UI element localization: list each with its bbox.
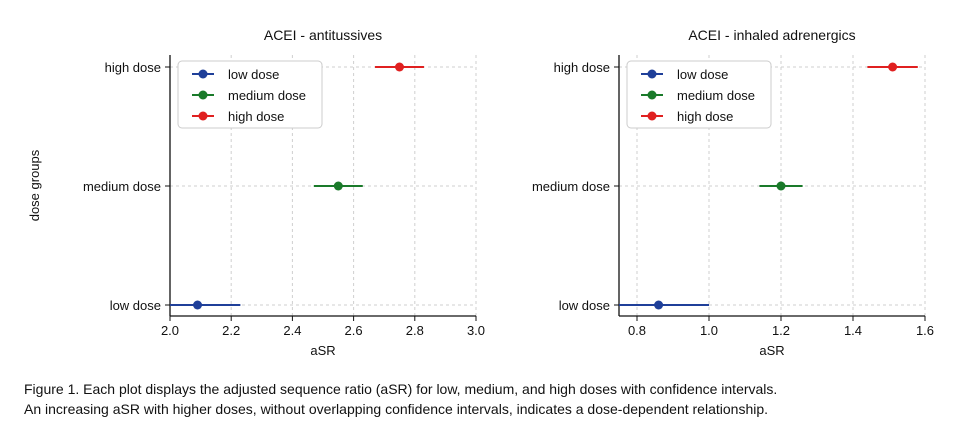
chart-panel-1: 2.0 2.2 2.4 2.6 2.8 3.0 low dose medium dose hig… <box>27 27 485 358</box>
chart-panel-2: 0.8 1.0 1.2 1.4 1.6 low dose medium dose high d… <box>532 27 934 358</box>
x-tick-label: 1.2 <box>772 323 790 338</box>
legend-swatch-marker <box>198 111 208 121</box>
legend-label: high dose <box>677 109 733 124</box>
y-axis-label: dose groups <box>27 149 42 221</box>
legend-swatch-marker <box>647 90 657 100</box>
y-tick-label: medium dose <box>532 179 610 194</box>
point-estimate <box>333 181 343 191</box>
legend-label: low dose <box>677 67 728 82</box>
y-tick-label: high dose <box>554 60 610 75</box>
legend-label: high dose <box>228 109 284 124</box>
point-estimate <box>776 181 786 191</box>
legend-label: low dose <box>228 67 279 82</box>
y-tick-label: low dose <box>110 298 161 313</box>
legend-box <box>626 60 772 129</box>
chart-title: ACEI - antitussives <box>264 27 382 43</box>
caption-line-2: An increasing aSR with higher doses, wit… <box>24 401 769 417</box>
x-tick-label: 2.0 <box>161 323 179 338</box>
x-tick-label: 1.4 <box>844 323 862 338</box>
y-tick-label: medium dose <box>83 179 161 194</box>
legend-swatch-marker <box>198 69 208 79</box>
x-tick-label: 2.4 <box>283 323 301 338</box>
legend-swatch-marker <box>647 69 657 79</box>
legend-swatch-marker <box>647 111 657 121</box>
legend-label: medium dose <box>677 88 755 103</box>
x-tick-label: 0.8 <box>628 323 646 338</box>
x-tick-label: 2.6 <box>345 323 363 338</box>
x-tick-label: 1.0 <box>700 323 718 338</box>
x-tick-label: 1.6 <box>916 323 934 338</box>
y-tick-label: high dose <box>105 60 161 75</box>
chart-title: ACEI - inhaled adrenergics <box>688 27 855 43</box>
caption-line-1: Figure 1. Each plot displays the adjuste… <box>24 381 778 397</box>
x-tick-label: 3.0 <box>467 323 485 338</box>
x-axis-label: aSR <box>310 343 335 358</box>
point-estimate <box>193 300 203 310</box>
legend-label: medium dose <box>228 88 306 103</box>
point-estimate <box>888 62 898 72</box>
x-tick-label: 2.2 <box>222 323 240 338</box>
x-tick-label: 2.8 <box>406 323 424 338</box>
legend-box <box>177 60 323 129</box>
y-tick-label: low dose <box>559 298 610 313</box>
x-axis-label: aSR <box>759 343 784 358</box>
figure-caption: Figure 1. Each plot displays the adjuste… <box>24 379 944 419</box>
point-estimate <box>395 62 404 72</box>
legend-swatch-marker <box>198 90 208 100</box>
point-estimate <box>654 300 664 310</box>
